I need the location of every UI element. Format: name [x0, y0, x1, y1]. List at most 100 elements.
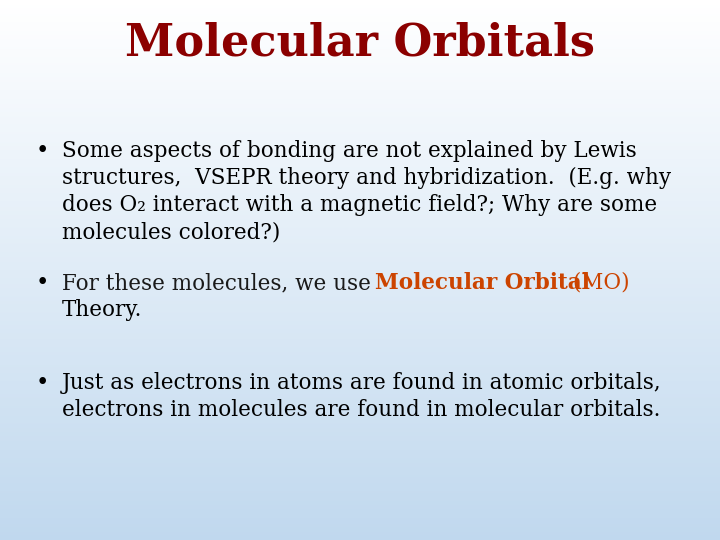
Bar [0, 475, 720, 477]
Bar [0, 449, 720, 451]
Bar [0, 222, 720, 224]
Text: structures,  VSEPR theory and hybridization.  (E.g. why: structures, VSEPR theory and hybridizati… [62, 167, 671, 189]
Bar [0, 237, 720, 238]
Bar [0, 120, 720, 122]
Bar [0, 82, 720, 84]
Bar [0, 117, 720, 119]
Bar [0, 366, 720, 367]
Bar [0, 255, 720, 256]
Bar [0, 312, 720, 313]
Bar [0, 281, 720, 282]
Bar [0, 508, 720, 509]
Bar [0, 332, 720, 334]
Bar [0, 536, 720, 537]
Bar [0, 354, 720, 355]
Bar [0, 525, 720, 526]
Bar [0, 32, 720, 33]
Bar [0, 321, 720, 323]
Bar [0, 382, 720, 383]
Bar [0, 19, 720, 20]
Bar [0, 241, 720, 243]
Bar [0, 40, 720, 42]
Bar [0, 534, 720, 535]
Bar [0, 90, 720, 92]
Bar [0, 98, 720, 100]
Bar [0, 193, 720, 194]
Bar [0, 318, 720, 319]
Bar [0, 174, 720, 176]
Bar [0, 350, 720, 351]
Bar [0, 195, 720, 197]
Bar [0, 359, 720, 361]
Bar [0, 462, 720, 463]
Bar [0, 355, 720, 356]
Bar [0, 423, 720, 424]
Bar [0, 85, 720, 86]
Bar [0, 339, 720, 340]
Bar [0, 505, 720, 507]
Bar [0, 194, 720, 195]
Bar [0, 30, 720, 31]
Bar [0, 235, 720, 237]
Bar [0, 502, 720, 503]
Bar [0, 521, 720, 523]
Bar [0, 429, 720, 431]
Bar [0, 9, 720, 11]
Bar [0, 119, 720, 120]
Bar [0, 176, 720, 177]
Bar [0, 363, 720, 364]
Bar [0, 139, 720, 140]
Bar [0, 417, 720, 418]
Bar [0, 523, 720, 524]
Bar [0, 443, 720, 444]
Bar [0, 297, 720, 298]
Bar [0, 469, 720, 470]
Bar [0, 47, 720, 49]
Bar [0, 404, 720, 405]
Bar [0, 401, 720, 402]
Bar [0, 159, 720, 160]
Bar [0, 115, 720, 116]
Bar [0, 270, 720, 271]
Bar [0, 17, 720, 19]
Bar [0, 49, 720, 50]
Bar [0, 251, 720, 253]
Bar [0, 197, 720, 199]
Bar [0, 480, 720, 481]
Bar [0, 170, 720, 172]
Bar [0, 55, 720, 57]
Bar [0, 247, 720, 248]
Bar [0, 287, 720, 289]
Bar [0, 327, 720, 328]
Bar [0, 39, 720, 40]
Bar [0, 127, 720, 128]
Bar [0, 143, 720, 145]
Bar [0, 460, 720, 462]
Bar [0, 11, 720, 12]
Bar [0, 489, 720, 490]
Bar [0, 274, 720, 275]
Bar [0, 240, 720, 241]
Text: Molecular Orbital: Molecular Orbital [375, 272, 590, 294]
Bar [0, 303, 720, 305]
Bar [0, 23, 720, 24]
Bar [0, 459, 720, 460]
Bar [0, 284, 720, 285]
Bar [0, 128, 720, 130]
Bar [0, 345, 720, 346]
Bar [0, 154, 720, 156]
Bar [0, 280, 720, 281]
Bar [0, 42, 720, 43]
Bar [0, 0, 720, 2]
Bar [0, 528, 720, 529]
Bar [0, 510, 720, 512]
Bar [0, 221, 720, 222]
Bar [0, 531, 720, 532]
Bar [0, 453, 720, 454]
Bar [0, 325, 720, 327]
Bar [0, 442, 720, 443]
Bar [0, 160, 720, 162]
Bar [0, 179, 720, 181]
Bar [0, 96, 720, 97]
Text: •: • [35, 140, 49, 162]
